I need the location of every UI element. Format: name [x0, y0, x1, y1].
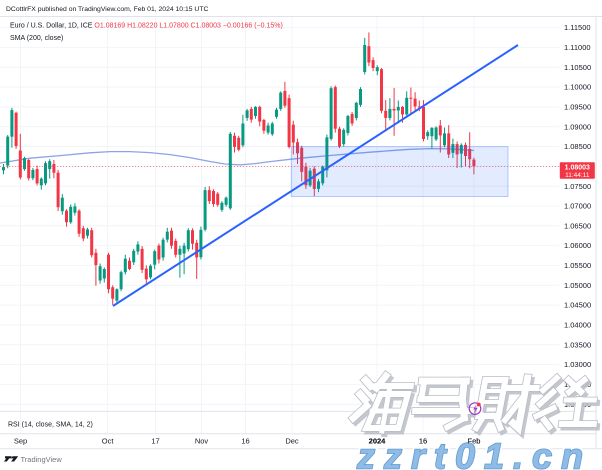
svg-text:Feb: Feb — [468, 437, 481, 446]
svg-text:Oct: Oct — [102, 437, 115, 446]
svg-text:1.06500: 1.06500 — [564, 221, 591, 230]
svg-text:1.04500: 1.04500 — [564, 301, 591, 310]
svg-text:2024: 2024 — [369, 437, 387, 446]
svg-text:17: 17 — [151, 437, 159, 446]
svg-text:16: 16 — [241, 437, 249, 446]
svg-text:zzrt01.cn: zzrt01.cn — [356, 436, 592, 470]
svg-text:1.10500: 1.10500 — [564, 63, 591, 72]
svg-text:1.11000: 1.11000 — [564, 43, 591, 52]
svg-text:1.05000: 1.05000 — [564, 281, 591, 290]
svg-text:1.07500: 1.07500 — [564, 182, 591, 191]
svg-text:1.05500: 1.05500 — [564, 261, 591, 270]
svg-text:RSI (14, close, SMA, 14, 2): RSI (14, close, SMA, 14, 2) — [8, 422, 93, 429]
svg-text:Feb: Feb — [468, 437, 481, 446]
svg-text:2024: 2024 — [369, 437, 387, 446]
svg-text:1.10000: 1.10000 — [564, 83, 591, 92]
svg-text:16: 16 — [419, 437, 427, 446]
svg-text:1.06000: 1.06000 — [564, 241, 591, 250]
svg-text:zzrt01.cn: zzrt01.cn — [356, 436, 592, 470]
svg-text:1.04000: 1.04000 — [564, 321, 591, 330]
svg-text:1.03000: 1.03000 — [564, 360, 591, 369]
svg-text:Nov: Nov — [195, 437, 209, 446]
svg-text:Dec: Dec — [285, 437, 299, 446]
svg-text:1.07000: 1.07000 — [564, 202, 591, 211]
svg-text:1.08003: 1.08003 — [565, 164, 590, 171]
svg-text:1.09000: 1.09000 — [564, 122, 591, 131]
svg-text:1.11500: 1.11500 — [564, 23, 591, 32]
svg-text:16: 16 — [419, 437, 427, 446]
svg-text:TradingView: TradingView — [21, 455, 63, 464]
svg-text:SMA (200, close): SMA (200, close) — [10, 35, 63, 42]
svg-text:Euro / U.S. Dollar, 1D, ICE O: Euro / U.S. Dollar, 1D, ICE O1.08169 H1.… — [10, 23, 283, 30]
svg-text:11:44:11: 11:44:11 — [565, 172, 590, 179]
svg-text:Sep: Sep — [14, 437, 27, 446]
svg-text:DCottlrFX published on Trading: DCottlrFX published on TradingView.com, … — [6, 6, 208, 13]
svg-text:1.09500: 1.09500 — [564, 103, 591, 112]
svg-text:1.03500: 1.03500 — [564, 340, 591, 349]
svg-text:1.08500: 1.08500 — [564, 142, 591, 151]
